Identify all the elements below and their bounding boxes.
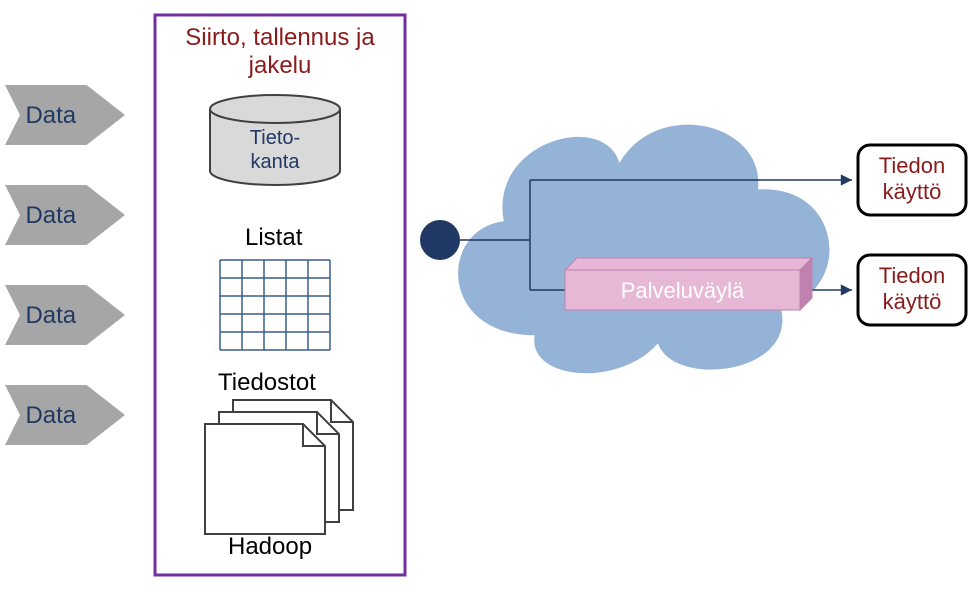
svg-text:jakelu: jakelu — [248, 52, 312, 79]
output-box-2: Tiedonkäyttö — [858, 255, 966, 325]
svg-text:käyttö: käyttö — [883, 289, 942, 314]
connector-circle-icon — [420, 220, 460, 260]
output-box-1: Tiedonkäyttö — [858, 145, 966, 215]
svg-text:Siirto, tallennus ja: Siirto, tallennus ja — [185, 24, 375, 51]
svg-text:Data: Data — [25, 302, 76, 329]
data-arrow-1: Data — [5, 85, 125, 145]
data-arrow-2: Data — [5, 185, 125, 245]
svg-text:Data: Data — [25, 402, 76, 429]
data-arrow-4: Data — [5, 385, 125, 445]
grid-icon — [220, 260, 330, 350]
data-arrow-3: Data — [5, 285, 125, 345]
svg-text:Data: Data — [25, 202, 76, 229]
documents-icon — [205, 400, 353, 534]
svg-text:Palveluväylä: Palveluväylä — [621, 278, 745, 303]
svg-text:käyttö: käyttö — [883, 179, 942, 204]
database-cylinder-icon: Tieto-kanta — [210, 95, 340, 185]
listat-label: Listat — [245, 224, 303, 251]
output-arrowheads — [841, 174, 852, 295]
hadoop-label: Hadoop — [228, 533, 312, 560]
svg-text:Tiedon: Tiedon — [879, 263, 945, 288]
svg-text:Tiedon: Tiedon — [879, 153, 945, 178]
svg-text:Tieto-: Tieto- — [250, 127, 300, 149]
tiedostot-label: Tiedostot — [218, 369, 316, 396]
svg-text:Data: Data — [25, 102, 76, 129]
svg-text:kanta: kanta — [251, 151, 301, 173]
data-arrows-group: Data Data Data Data — [5, 85, 125, 445]
service-bus-box: Palveluväylä — [565, 258, 812, 310]
cloud-icon — [458, 125, 829, 374]
